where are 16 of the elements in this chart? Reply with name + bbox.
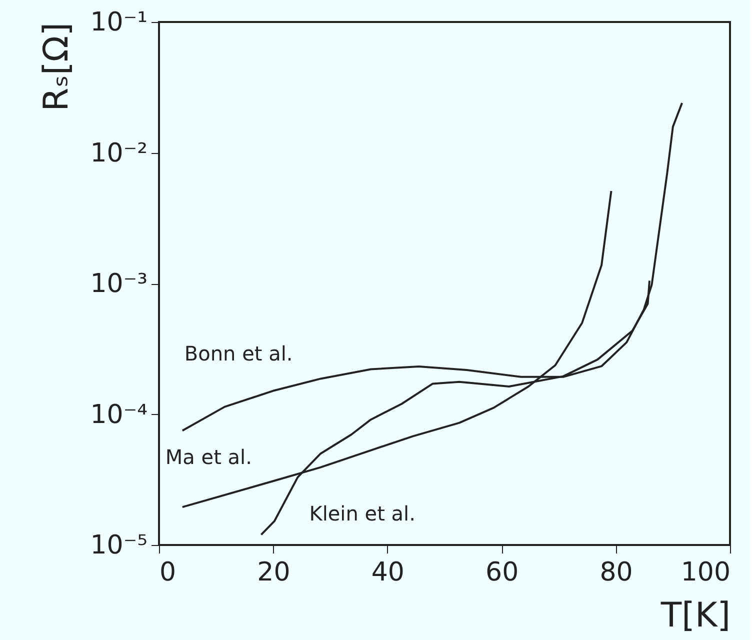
y-tick-label: 10⁻³ [90, 269, 148, 299]
series-label: Klein et al. [309, 502, 416, 526]
y-tick-label: 10⁻⁴ [90, 400, 148, 430]
x-tick-label: 100 [680, 558, 730, 588]
series-label: Ma et al. [165, 445, 252, 470]
x-tick-label: 60 [486, 558, 519, 588]
x-tick-label: 80 [600, 558, 633, 588]
x-tick-label: 0 [160, 558, 176, 588]
x-axis-title: T[K] [660, 596, 730, 636]
y-tick-label: 10⁻¹ [90, 8, 148, 38]
x-tick-label: 40 [371, 558, 404, 588]
y-axis-title: Rₛ[Ω] [36, 22, 76, 112]
y-tick-label: 10⁻² [90, 138, 148, 168]
series-label: Bonn et al. [184, 342, 293, 366]
x-tick-label: 20 [257, 558, 290, 588]
y-tick-label: 10⁻⁵ [90, 530, 148, 560]
